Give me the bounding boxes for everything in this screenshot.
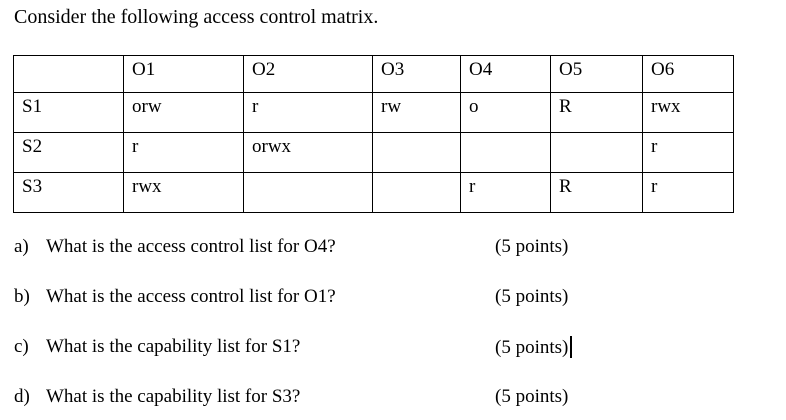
matrix-col-header: O5 [550,55,643,93]
matrix-cell [372,132,461,173]
question-row: c) What is the capability list for S1? (5 … [14,336,786,386]
matrix-cell: rwx [123,172,244,213]
question-row: b) What is the access control list for O1… [14,286,786,336]
question-points: (5 points) [495,336,572,359]
question-text: What is the capability list for S1? [46,336,301,357]
question-text: What is the access control list for O1? [46,286,336,307]
question-points: (5 points) [495,286,569,307]
matrix-col-header: O2 [243,55,373,93]
matrix-cell: orwx [243,132,373,173]
matrix-cell [372,172,461,213]
question-label: a) [14,236,29,257]
question-points: (5 points) [495,386,569,407]
document-title: Consider the following access control ma… [14,6,379,28]
matrix-cell: orw [123,92,244,133]
matrix-cell: r [460,172,551,213]
question-label: b) [14,286,30,307]
matrix-col-header: O3 [372,55,461,93]
matrix-cell: r [642,132,734,173]
question-text: What is the access control list for O4? [46,236,336,257]
matrix-cell [550,132,643,173]
matrix-row-header: S3 [13,172,124,213]
question-text: What is the capability list for S3? [46,386,301,407]
matrix-cell: r [123,132,244,173]
matrix-cell: o [460,92,551,133]
matrix-row-header: S1 [13,92,124,133]
matrix-cell: R [550,172,643,213]
matrix-cell: rw [372,92,461,133]
question-points: (5 points) [495,236,569,257]
text-cursor [570,336,572,358]
matrix-row-header: S2 [13,132,124,173]
matrix-cell: rwx [642,92,734,133]
matrix-col-header: O1 [123,55,244,93]
matrix-cell: r [243,92,373,133]
matrix-cell: r [642,172,734,213]
matrix-cell [243,172,373,213]
matrix-cell: R [550,92,643,133]
questions: a) What is the access control list for O4… [14,236,786,420]
question-label: c) [14,336,29,357]
question-label: d) [14,386,30,407]
question-row: a) What is the access control list for O4… [14,236,786,286]
matrix-col-header: O4 [460,55,551,93]
matrix-cell [460,132,551,173]
matrix-col-header: O6 [642,55,734,93]
question-row: d) What is the capability list for S3? (5 … [14,386,786,420]
matrix-header-row: O1 O2 O3 O4 O5 O6 [13,55,734,93]
matrix-corner-cell [13,55,124,93]
matrix-row: S2 r orwx r [13,132,734,173]
